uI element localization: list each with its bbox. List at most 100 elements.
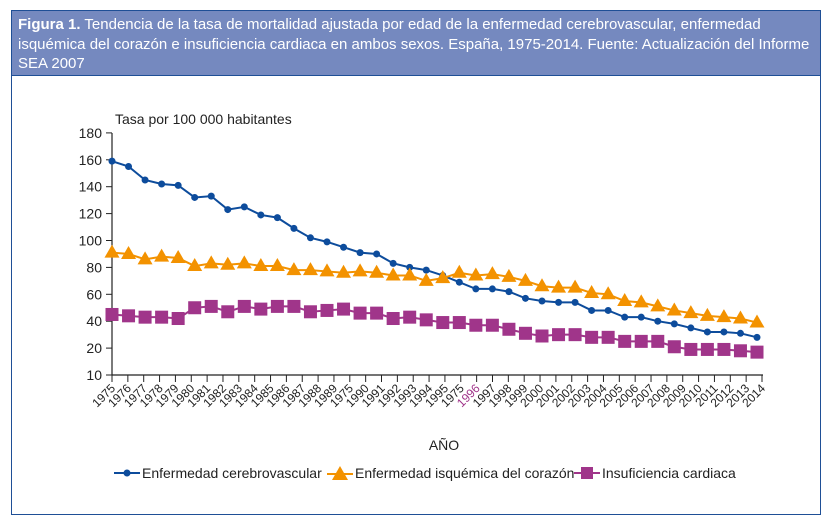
data-point: [667, 340, 681, 354]
data-point: [418, 272, 434, 286]
y-tick-label: 160: [79, 152, 103, 168]
y-tick-label: 140: [79, 179, 103, 195]
data-point: [220, 256, 236, 270]
data-point: [518, 326, 532, 340]
data-point: [551, 279, 567, 293]
triangle-marker-icon: [327, 466, 353, 480]
data-point: [174, 181, 182, 189]
data-point: [303, 305, 317, 319]
data-point: [352, 263, 368, 277]
data-point: [403, 310, 417, 324]
data-point: [224, 206, 232, 214]
legend-label: Enfermedad cerebrovascular: [142, 465, 322, 481]
data-point: [287, 299, 301, 313]
data-point: [137, 251, 153, 265]
legend-item-insuficiencia: Insuficiencia cardiaca: [572, 465, 736, 481]
y-tick-label: 120: [79, 206, 103, 222]
data-point: [621, 313, 629, 321]
caption-text: Tendencia de la tasa de mortalidad ajust…: [18, 16, 810, 72]
data-point: [555, 298, 563, 306]
data-point: [736, 329, 744, 337]
data-point: [684, 342, 698, 356]
data-point: [336, 264, 352, 278]
data-point: [171, 312, 185, 326]
y-tick-label: 100: [79, 233, 103, 249]
data-point: [455, 278, 463, 286]
data-point: [122, 309, 136, 323]
series-1: [104, 244, 765, 328]
data-point: [604, 306, 612, 314]
data-point: [170, 249, 186, 263]
data-point: [469, 318, 483, 332]
y-tick-label: 10: [86, 367, 102, 383]
data-point: [422, 266, 430, 274]
data-point: [320, 303, 334, 317]
data-point: [468, 267, 484, 281]
data-point: [567, 279, 583, 293]
data-point: [237, 299, 251, 313]
legend-label: Insuficiencia cardiaca: [602, 465, 736, 481]
data-point: [273, 214, 281, 222]
data-point: [340, 243, 348, 251]
data-point: [618, 334, 632, 348]
data-point: [733, 344, 747, 358]
data-point: [534, 278, 550, 292]
data-point: [269, 258, 285, 272]
series-2: [105, 299, 764, 359]
data-point: [104, 244, 120, 258]
data-point: [141, 176, 149, 184]
data-point: [521, 294, 529, 302]
data-point: [451, 264, 467, 278]
data-point: [204, 299, 218, 313]
y-tick-label: 180: [79, 125, 103, 141]
legend-label: Enfermedad isquémica del corazón: [355, 465, 575, 481]
data-point: [517, 272, 533, 286]
data-point: [585, 330, 599, 344]
series-line: [111, 251, 758, 324]
data-point: [188, 301, 202, 315]
data-point: [600, 286, 616, 300]
data-point: [389, 259, 397, 267]
data-point: [158, 180, 166, 188]
y-tick-label: 80: [86, 259, 102, 275]
figure-frame: Figura 1. Tendencia de la tasa de mortal…: [11, 10, 821, 515]
data-point: [601, 330, 615, 344]
data-point: [370, 306, 384, 320]
data-point: [121, 245, 137, 259]
data-point: [436, 316, 450, 330]
data-point: [253, 258, 269, 272]
data-point: [254, 302, 268, 316]
series-line: [111, 160, 758, 339]
data-point: [633, 294, 649, 308]
data-point: [750, 345, 764, 359]
data-point: [105, 307, 119, 321]
series-0: [108, 157, 761, 341]
data-point: [402, 267, 418, 281]
data-point: [651, 334, 665, 348]
data-point: [584, 284, 600, 298]
data-point: [683, 305, 699, 319]
data-point: [687, 324, 695, 332]
y-tick-label: 40: [86, 313, 102, 329]
data-point: [203, 255, 219, 269]
y-tick-label: 20: [86, 340, 102, 356]
data-point: [700, 342, 714, 356]
data-point: [154, 248, 170, 262]
data-point: [650, 298, 666, 312]
data-point: [290, 224, 298, 232]
data-point: [716, 309, 732, 323]
data-point: [588, 306, 596, 314]
data-point: [369, 264, 385, 278]
data-point: [666, 302, 682, 316]
data-point: [236, 255, 252, 269]
data-point: [703, 328, 711, 336]
data-point: [270, 299, 284, 313]
data-point: [654, 317, 662, 325]
data-point: [472, 285, 480, 293]
data-point: [637, 313, 645, 321]
data-point: [485, 318, 499, 332]
data-point: [353, 306, 367, 320]
data-point: [717, 342, 731, 356]
series-line: [111, 305, 758, 354]
